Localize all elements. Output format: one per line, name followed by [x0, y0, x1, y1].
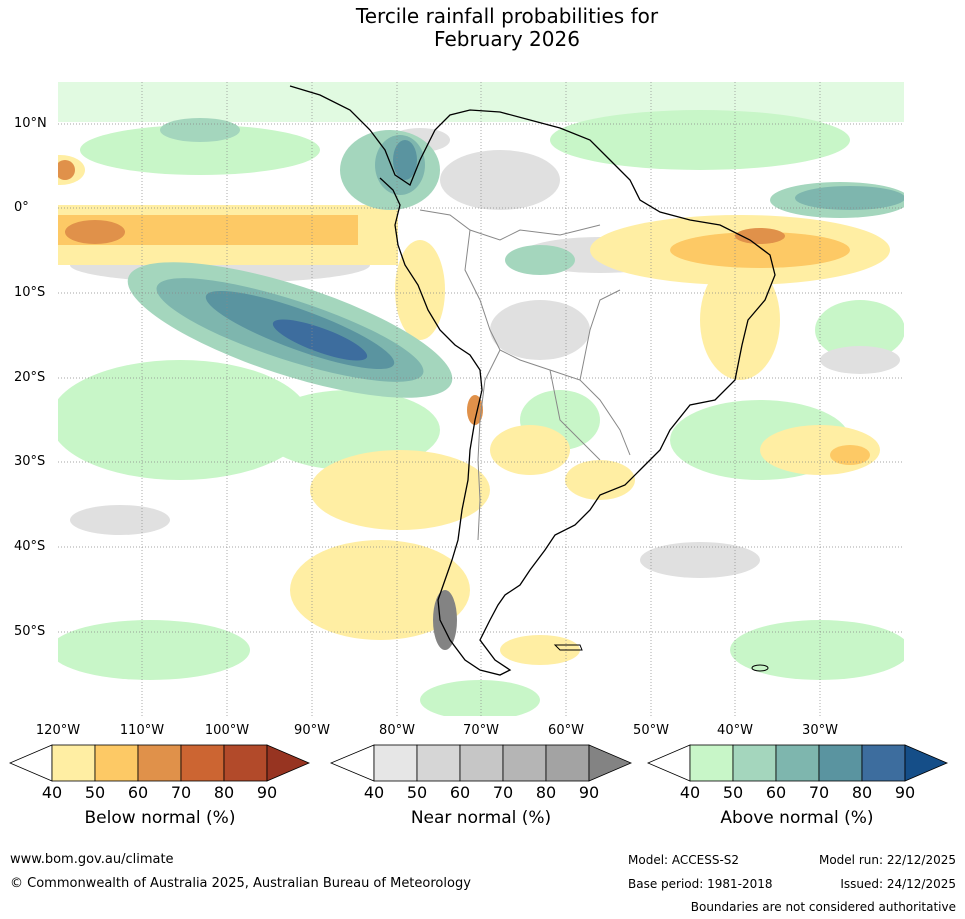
graticule	[58, 82, 904, 716]
south-america-coastline	[289, 85, 776, 676]
lat-label-10n: 10°N	[14, 116, 47, 131]
lat-label-10s: 10°S	[14, 285, 46, 300]
lon-label-60w: 60°W	[548, 723, 584, 738]
lon-label-40w: 40°W	[717, 723, 753, 738]
near-tick-70: 70	[492, 783, 514, 802]
lon-label-110w: 110°W	[119, 723, 165, 738]
model-text: Model: ACCESS-S2	[628, 853, 740, 867]
lat-label-30s: 30°S	[14, 454, 46, 469]
colorbar-above-normal	[646, 744, 949, 782]
below-tick-90: 90	[256, 783, 278, 802]
colorbar-near-normal	[329, 744, 633, 782]
above-normal-caption: Above normal (%)	[720, 808, 874, 828]
above-tick-90: 90	[894, 783, 916, 802]
lat-label-40s: 40°S	[14, 539, 46, 554]
near-tick-90: 90	[578, 783, 600, 802]
lon-label-80w: 80°W	[379, 723, 415, 738]
title-line-1: Tercile rainfall probabilities for	[355, 4, 659, 28]
lon-label-120w: 120°W	[35, 723, 81, 738]
lon-label-30w: 30°W	[802, 723, 838, 738]
near-tick-40: 40	[363, 783, 385, 802]
lat-label-20s: 20°S	[14, 370, 46, 385]
below-tick-50: 50	[84, 783, 106, 802]
lon-label-70w: 70°W	[463, 723, 499, 738]
above-tick-40: 40	[679, 783, 701, 802]
below-normal-caption: Below normal (%)	[84, 808, 236, 828]
lon-label-50w: 50°W	[633, 723, 669, 738]
base-period-text: Base period: 1981-2018	[628, 877, 773, 891]
country-borders	[419, 209, 631, 541]
near-normal-caption: Near normal (%)	[410, 808, 552, 828]
lon-label-90w: 90°W	[294, 723, 330, 738]
issued-text: Issued: 24/12/2025	[840, 877, 956, 891]
near-tick-50: 50	[406, 783, 428, 802]
title-line-2: February 2026	[434, 27, 580, 51]
above-tick-50: 50	[722, 783, 744, 802]
below-tick-40: 40	[41, 783, 63, 802]
above-tick-70: 70	[808, 783, 830, 802]
chart-title: Tercile rainfall probabilities for Febru…	[0, 5, 965, 51]
colorbar-below-normal	[8, 744, 311, 782]
probability-field	[58, 82, 904, 716]
below-tick-60: 60	[127, 783, 149, 802]
lon-label-100w: 100°W	[204, 723, 250, 738]
near-tick-60: 60	[449, 783, 471, 802]
near-tick-80: 80	[535, 783, 557, 802]
lat-label-50s: 50°S	[14, 624, 46, 639]
copyright-text: © Commonwealth of Australia 2025, Austra…	[10, 876, 471, 891]
below-tick-70: 70	[170, 783, 192, 802]
disclaimer-text: Boundaries are not considered authoritat…	[690, 900, 956, 914]
below-tick-80: 80	[213, 783, 235, 802]
website-link[interactable]: www.bom.gov.au/climate	[10, 852, 174, 867]
above-tick-80: 80	[851, 783, 873, 802]
above-tick-60: 60	[765, 783, 787, 802]
model-run-text: Model run: 22/12/2025	[818, 853, 956, 867]
lat-label-0: 0°	[14, 200, 29, 215]
